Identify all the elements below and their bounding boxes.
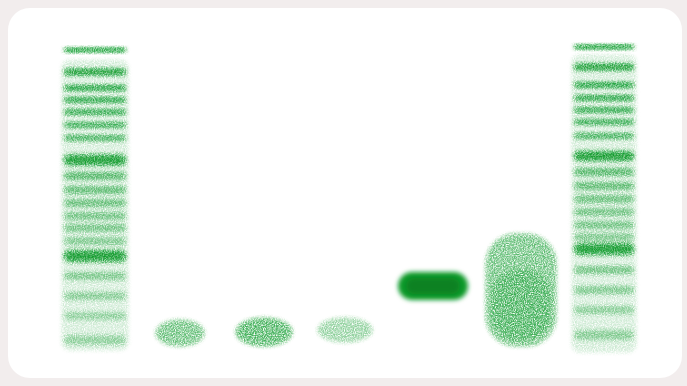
ladder-lane bbox=[62, 47, 128, 350]
ladder-band-core bbox=[576, 184, 632, 188]
ladder-band-core bbox=[66, 253, 124, 259]
ladder-band-core bbox=[66, 136, 124, 140]
ladder-band-core bbox=[576, 120, 632, 124]
ladder-band-core bbox=[66, 123, 124, 127]
ladder-band-core bbox=[576, 268, 632, 272]
ladder-band-core bbox=[66, 239, 124, 243]
sample-band bbox=[156, 320, 204, 346]
ladder-band-core bbox=[66, 214, 124, 218]
ladder-band-core bbox=[66, 201, 124, 205]
ladder-band-core bbox=[66, 337, 124, 343]
ladder-band-core bbox=[576, 332, 632, 338]
ladder-band-core bbox=[66, 86, 124, 90]
ladder-band-core bbox=[576, 45, 632, 49]
ladder-band-core bbox=[66, 174, 124, 178]
ladder-band-core bbox=[576, 153, 632, 159]
ladder-band-core bbox=[576, 235, 632, 239]
ladder-lane bbox=[572, 44, 636, 352]
ladder-band-core bbox=[576, 134, 632, 138]
ladder-band-core bbox=[66, 226, 124, 230]
ladder-band-core bbox=[576, 197, 632, 201]
ladder-band-core bbox=[66, 274, 124, 278]
ladder-band-core bbox=[576, 65, 632, 69]
ladder-band-core bbox=[576, 308, 632, 312]
lanes bbox=[62, 44, 636, 352]
ladder-band-core bbox=[66, 314, 124, 318]
ladder-band-core bbox=[66, 70, 124, 74]
ladder-band-core bbox=[66, 98, 124, 102]
ladder-band-core bbox=[576, 108, 632, 112]
ladder-band-core bbox=[66, 188, 124, 192]
ladder-band-core bbox=[576, 170, 632, 174]
lane-haze bbox=[572, 55, 636, 352]
ladder-band-core bbox=[66, 110, 124, 114]
ladder-band-core bbox=[576, 210, 632, 214]
ladder-band-core bbox=[66, 294, 124, 298]
sample-band bbox=[236, 318, 292, 346]
ladder-band-core bbox=[66, 157, 124, 163]
sample-band-core bbox=[406, 278, 460, 294]
sample-smear-core bbox=[492, 270, 550, 340]
sample-band bbox=[318, 318, 372, 342]
ladder-band-core bbox=[576, 96, 632, 100]
ladder-band-core bbox=[576, 246, 632, 252]
ladder-band-core bbox=[576, 288, 632, 292]
ladder-band-core bbox=[576, 83, 632, 87]
ladder-band-core bbox=[66, 48, 124, 52]
ladder-band-core bbox=[576, 223, 632, 227]
